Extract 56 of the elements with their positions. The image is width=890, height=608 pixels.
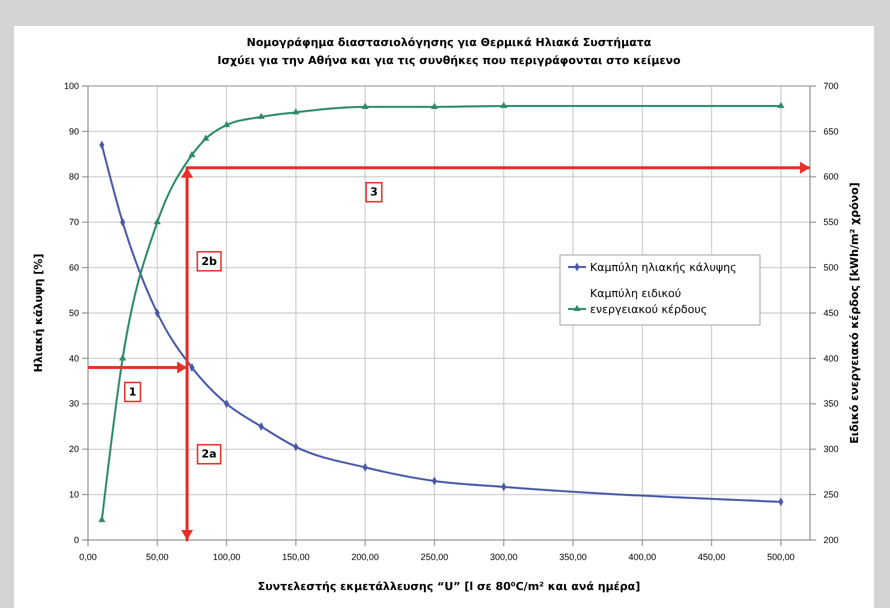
x-tick-label: 50,00 [146, 552, 169, 562]
y-tick-label: 70 [68, 217, 79, 228]
x-tick-label: 150,00 [282, 552, 310, 562]
x-tick-label: 350,00 [559, 552, 587, 562]
legend-label: Καμπύλη ηλιακής κάλυψης [590, 261, 737, 274]
y2-tick-label: 350 [824, 398, 839, 409]
point [223, 120, 230, 128]
chart-subtitle: Ισχύει για την Αθήνα και για τις συνθήκες που περιγράφονται στο κείμενο [217, 54, 682, 67]
point [119, 354, 126, 360]
x-tick-label: 0,00 [79, 552, 97, 562]
annotation: 1 [128, 385, 136, 398]
x-tick-label: 500,00 [767, 552, 795, 562]
point [777, 102, 784, 108]
y2-tick-label: 250 [824, 489, 839, 500]
y2-tick-label: 450 [824, 308, 839, 318]
legend-label: Καμπύλη ειδικού ενεργειακού κέρδους [590, 287, 708, 316]
y2-tick-label: 550 [824, 217, 839, 228]
annotation: 3 [370, 186, 378, 199]
y-tick-label: 90 [68, 126, 79, 136]
y2-tick-label: 500 [824, 262, 839, 272]
y-tick-label: 100 [64, 80, 79, 91]
point [202, 134, 210, 141]
x-tick-label: 200,00 [351, 552, 379, 562]
y-tick-label: 80 [68, 172, 79, 182]
x-tick-label: 100,00 [212, 552, 240, 562]
y2-tick-label: 300 [824, 444, 839, 454]
x-tick-label: 450,00 [698, 552, 726, 562]
y-tick-label: 50 [68, 308, 79, 318]
y-axis-title: Ηλιακή κάλυψη [%] [32, 254, 45, 372]
annotation: 2a [202, 448, 217, 461]
point [430, 102, 438, 109]
x-axis-title: Συντελεστής εκμετάλλευσης “U” [l σε 80⁰C/m² και ανά ημέρα] [258, 580, 640, 593]
x-tick-label: 400,00 [628, 552, 656, 562]
y-tick-label: 20 [68, 444, 79, 454]
y-tick-label: 40 [68, 353, 79, 364]
point [362, 102, 369, 109]
y2-tick-label: 650 [824, 126, 839, 136]
point [500, 102, 508, 108]
chart-title: Νομογράφημα διαστασιολόγησης για Θερμικά Ηλιακά Συστήματα [246, 36, 652, 49]
y-tick-label: 30 [68, 398, 79, 409]
x-tick-label: 250,00 [420, 552, 448, 562]
point [98, 516, 106, 522]
x-tick-label: 300,00 [490, 552, 518, 562]
point [154, 218, 161, 224]
point [188, 150, 196, 158]
y2-axis-title: Ειδικό ενεργειακό κέρδος [kWh/m² χρόνο] [848, 182, 861, 444]
y-tick-label: 0 [74, 534, 79, 545]
y2-tick-label: 700 [824, 80, 839, 91]
point [292, 108, 300, 114]
y2-tick-label: 400 [824, 353, 839, 364]
y-tick-label: 10 [68, 489, 79, 500]
point [258, 112, 265, 119]
y2-tick-label: 600 [824, 172, 839, 182]
y2-tick-label: 200 [824, 534, 839, 545]
annotation: 2b [201, 254, 217, 268]
y-tick-label: 60 [68, 262, 79, 272]
